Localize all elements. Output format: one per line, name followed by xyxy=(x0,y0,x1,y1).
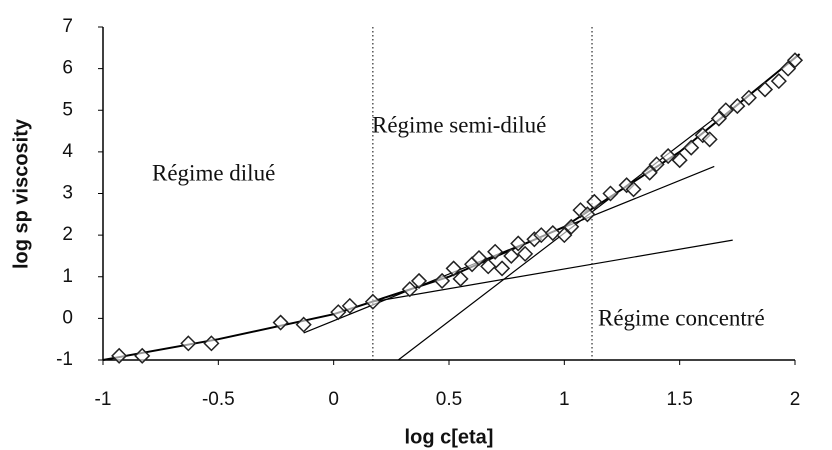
data-point xyxy=(510,235,527,252)
data-point xyxy=(487,243,504,260)
data-point xyxy=(740,89,757,106)
data-point xyxy=(401,281,418,298)
x-tick-label: 0.5 xyxy=(436,389,462,410)
data-point xyxy=(410,272,428,289)
y-tick-label: 4 xyxy=(62,141,73,162)
y-tick-label: 2 xyxy=(62,224,73,245)
data-point xyxy=(756,81,774,98)
data-point xyxy=(671,152,688,169)
data-point xyxy=(480,258,497,275)
data-point xyxy=(780,60,797,77)
x-tick-label: -1 xyxy=(95,389,112,410)
fit-line xyxy=(397,118,715,361)
x-tick-label: -0.5 xyxy=(202,389,235,410)
data-point xyxy=(493,260,511,277)
data-point xyxy=(786,52,804,69)
data-point xyxy=(701,131,718,148)
data-point xyxy=(134,347,151,364)
data-point xyxy=(563,218,580,235)
data-point xyxy=(272,314,289,331)
data-point xyxy=(602,185,619,202)
data-point xyxy=(641,164,658,181)
data-point xyxy=(434,272,451,289)
y-tick-label: 7 xyxy=(62,16,73,37)
data-point xyxy=(710,110,727,127)
annotation: Régime concentré xyxy=(598,305,765,330)
data-point xyxy=(625,181,642,198)
data-point xyxy=(330,304,347,321)
data-point xyxy=(648,156,665,173)
x-tick-label: 1.5 xyxy=(666,389,692,410)
data-point xyxy=(544,224,561,242)
data-point xyxy=(729,98,746,115)
y-tick-label: 6 xyxy=(62,58,73,79)
data-point xyxy=(717,102,734,119)
data-point xyxy=(470,249,488,267)
x-tick-label: 0 xyxy=(328,389,339,410)
data-point xyxy=(503,247,520,264)
x-axis-title: log c[eta] xyxy=(405,426,494,448)
data-point xyxy=(203,335,220,352)
y-tick-label: 1 xyxy=(62,266,73,287)
y-tick-label: 0 xyxy=(62,307,73,328)
data-point xyxy=(770,73,787,90)
data-point xyxy=(445,260,462,277)
data-point xyxy=(556,227,573,244)
y-axis-title: log sp viscosity xyxy=(10,118,32,269)
y-tick-label: -1 xyxy=(56,349,73,370)
data-point xyxy=(295,316,312,333)
x-tick-label: 2 xyxy=(790,389,801,410)
fit-line xyxy=(102,53,801,361)
data-point xyxy=(660,147,677,165)
data-point xyxy=(364,293,381,310)
data-point xyxy=(517,245,534,262)
annotation: Régime semi-dilué xyxy=(372,112,546,137)
y-tick-label: 3 xyxy=(62,183,73,204)
data-point xyxy=(111,347,128,364)
data-point xyxy=(586,193,603,210)
data-point xyxy=(683,139,700,156)
x-tick-label: 1 xyxy=(559,389,570,410)
y-tick-label: 5 xyxy=(62,99,73,120)
fit-line xyxy=(372,239,733,303)
annotation: Régime dilué xyxy=(152,160,275,185)
data-point xyxy=(341,297,358,314)
data-point xyxy=(452,270,469,287)
data-point xyxy=(579,206,596,223)
data-point xyxy=(180,335,197,352)
